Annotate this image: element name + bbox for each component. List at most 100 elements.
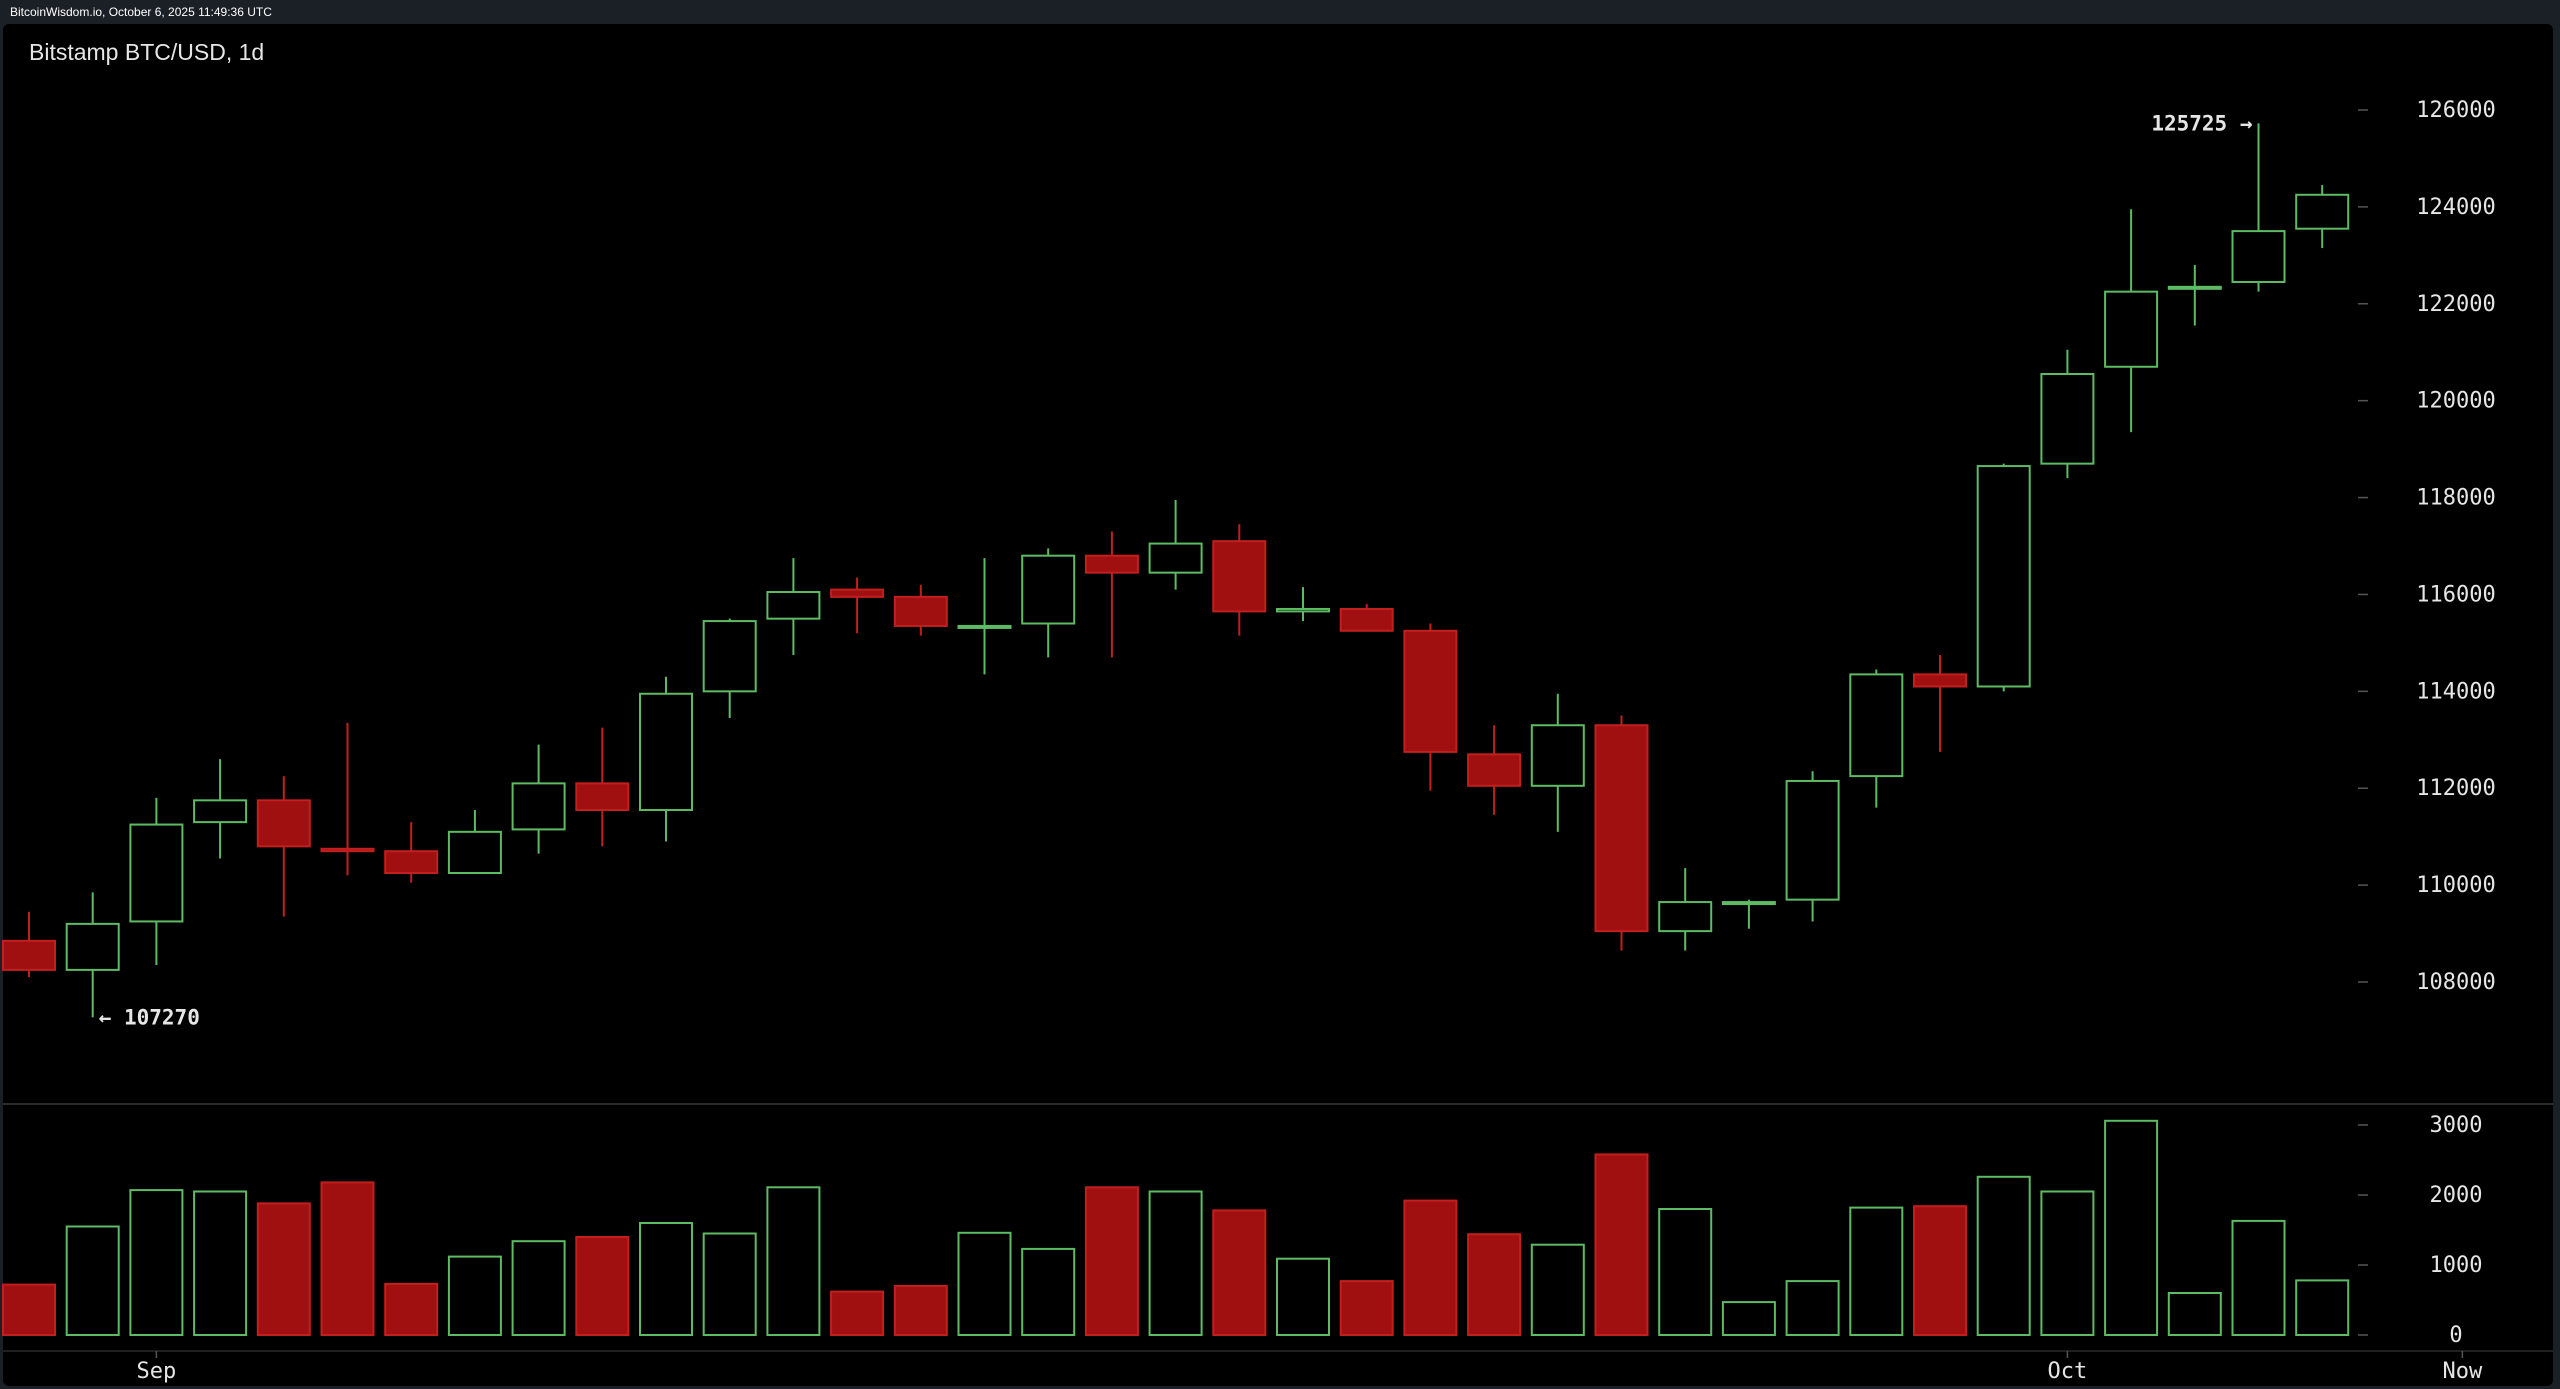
candle-body (2104, 290, 2159, 368)
volume-bar (1658, 1208, 1713, 1336)
volume-bar (639, 1222, 693, 1336)
volume-bar (193, 1190, 248, 1336)
volume-bar (1403, 1199, 1458, 1336)
candle-body (1594, 724, 1649, 933)
volume-bar (957, 1231, 1012, 1337)
source-timestamp: BitcoinWisdom.io, October 6, 2025 11:49:… (10, 5, 272, 19)
price-tick-label: 116000 (2416, 582, 2495, 607)
candle-body (320, 847, 375, 853)
volume-bar (256, 1202, 311, 1337)
volume-bar (2040, 1190, 2095, 1336)
volume-bar (830, 1290, 885, 1336)
candle-body (1276, 607, 1330, 613)
volume-bar (1084, 1186, 1139, 1337)
volume-bar (2104, 1119, 2159, 1337)
price-axis: 108000 110000 112000 114000 116000 118000 1200… (2358, 98, 2496, 995)
volume-bar (1721, 1301, 1776, 1336)
volume-bar (702, 1232, 757, 1336)
candle-body (1021, 554, 1076, 625)
volume-bar (1976, 1175, 2031, 1337)
candle-body (1721, 901, 1776, 906)
candle-body (1212, 540, 1267, 613)
candle-body (1148, 542, 1203, 574)
volume-bar (766, 1186, 821, 1337)
volume-axis: 0 1000 2000 3000 (2358, 1113, 2482, 1348)
candle-body (575, 782, 630, 812)
volume-bar (1148, 1190, 1203, 1336)
volume-bar (1276, 1257, 1330, 1336)
candle-body (957, 624, 1012, 629)
candle-body (193, 799, 248, 824)
volume-bar (1339, 1280, 1394, 1336)
candle-body (1339, 607, 1394, 632)
price-tick-label: 122000 (2416, 292, 2495, 317)
candle-body (2295, 193, 2350, 230)
candle-body (511, 782, 566, 831)
candle-body (2, 939, 56, 971)
price-tick-label: 114000 (2416, 679, 2495, 704)
volume-bars-layer (2, 1119, 2350, 1337)
candle-body (1084, 554, 1139, 574)
candle-body (2231, 230, 2286, 283)
candle-body (639, 692, 693, 812)
volume-bar (447, 1255, 502, 1336)
volume-bar (65, 1225, 120, 1336)
volume-bar (384, 1282, 439, 1337)
x-tick-label: Sep (137, 1359, 177, 1384)
candle-body (2167, 285, 2222, 290)
price-annotations: ← 107270 125725 → (99, 111, 2253, 1029)
volume-bar (1467, 1233, 1522, 1336)
volume-bar (2167, 1292, 2222, 1336)
candle-body (893, 595, 948, 627)
volume-bar (1530, 1243, 1585, 1336)
candle-body (1467, 753, 1522, 787)
x-tick-label: Oct (2048, 1359, 2088, 1384)
candle-body (65, 922, 120, 971)
candle-body (766, 591, 821, 620)
candle-body (1658, 901, 1713, 933)
volume-bar (2, 1283, 56, 1336)
volume-tick-label: 1000 (2430, 1253, 2483, 1278)
volume-bar (575, 1236, 630, 1336)
price-tick-label: 124000 (2416, 195, 2495, 220)
candle-body (1785, 779, 1840, 901)
volume-bar (2295, 1279, 2350, 1337)
candle-body (830, 588, 885, 598)
volume-bar (2231, 1219, 2286, 1337)
candle-body (1913, 673, 1967, 688)
x-axis-labels: Sep Oct Now (137, 1351, 2483, 1384)
candle-body (129, 823, 184, 923)
price-tick-label: 118000 (2416, 486, 2495, 511)
price-tick-label: 110000 (2416, 873, 2495, 898)
candle-body (447, 830, 502, 874)
candle-body (384, 850, 439, 875)
volume-bar (320, 1181, 375, 1337)
volume-bar (893, 1285, 948, 1336)
candle-body (256, 799, 311, 848)
volume-tick-label: 3000 (2430, 1113, 2483, 1138)
chart-title: Bitstamp BTC/USD, 1d (29, 39, 264, 65)
price-tick-label: 108000 (2416, 970, 2495, 995)
price-tick-label: 126000 (2416, 98, 2495, 123)
price-tick-label: 120000 (2416, 389, 2495, 414)
x-tick-label: Now (2442, 1359, 2482, 1384)
candles-layer (2, 123, 2350, 1018)
price-annotation: ← 107270 (99, 1005, 200, 1029)
volume-bar (1021, 1247, 1076, 1337)
volume-bar (1913, 1205, 1967, 1336)
candle-body (1849, 673, 1904, 778)
volume-bar (1785, 1280, 1840, 1336)
volume-bar (1594, 1153, 1649, 1337)
top-bar: BitcoinWisdom.io, October 6, 2025 11:49:… (0, 0, 2560, 24)
volume-bar (511, 1240, 566, 1336)
volume-bar (1212, 1209, 1267, 1337)
price-tick-label: 112000 (2416, 776, 2495, 801)
volume-tick-label: 2000 (2430, 1183, 2483, 1208)
candle-body (1530, 724, 1585, 787)
volume-bar (1849, 1206, 1904, 1336)
candle-body (2040, 373, 2095, 465)
price-annotation: 125725 → (2151, 111, 2252, 135)
volume-bar (129, 1189, 184, 1336)
candle-body (1976, 465, 2031, 688)
